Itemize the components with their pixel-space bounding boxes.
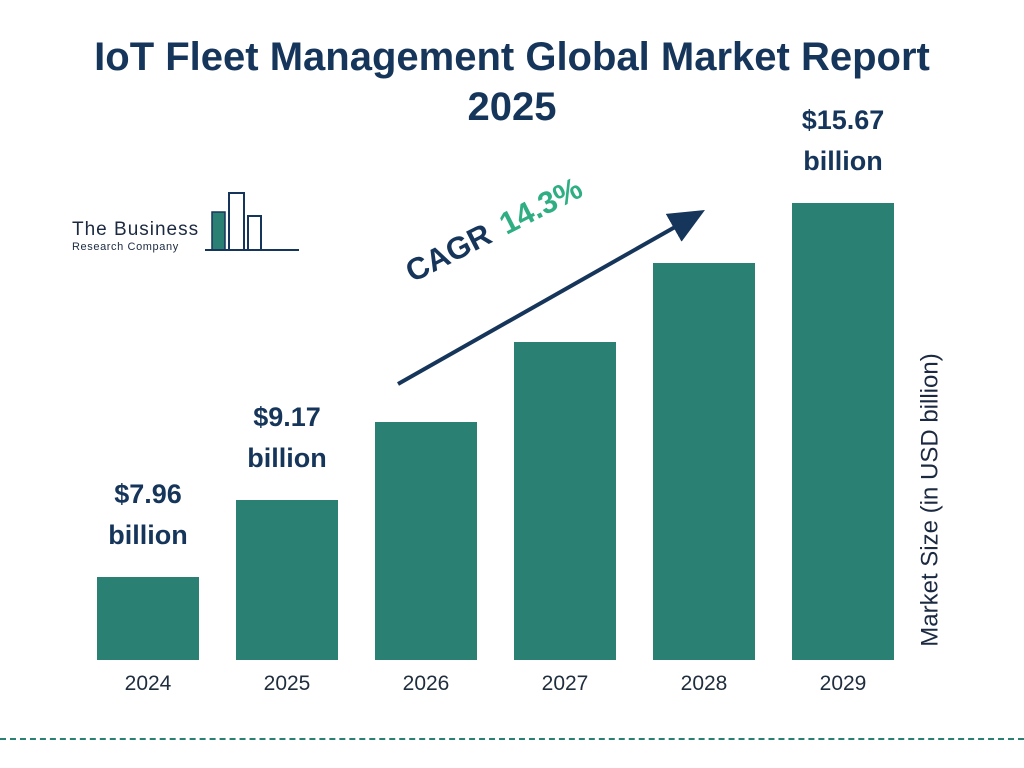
x-axis-label-2028: 2028	[680, 672, 728, 695]
bar-value-label-line: billion	[108, 519, 188, 550]
bar-value-label-line: $9.17	[253, 402, 321, 432]
x-axis-label-2026: 2026	[402, 672, 450, 695]
page-title-line1: IoT Fleet Management Global Market Repor…	[94, 35, 930, 79]
page-title: IoT Fleet Management Global Market Repor…	[0, 32, 1024, 132]
bar-value-label-line: billion	[803, 145, 883, 176]
logo-bars-icon	[205, 188, 301, 259]
dashed-separator	[0, 738, 1024, 740]
bar-value-label-2024: $7.96 billion	[108, 474, 187, 555]
x-axis-label-2027: 2027	[541, 672, 589, 695]
bar-column-2028: 2028	[653, 100, 755, 695]
bar-2027	[514, 342, 616, 660]
bar-2024	[97, 577, 199, 660]
company-logo-text: The Business Research Company	[72, 219, 199, 259]
bar-chart: $7.96 billion 2024 $9.17 billion 2025 2026 2027…	[97, 100, 894, 695]
page-title-line2: 2025	[467, 85, 557, 129]
bar-value-label-2029: $15.67 billion	[802, 100, 885, 181]
bar-2026	[375, 422, 477, 660]
x-axis-label-2025: 2025	[263, 672, 311, 695]
bar-column-2025: $9.17 billion 2025	[236, 100, 338, 695]
bar-value-label-line: $15.67	[801, 105, 885, 135]
bar-2025	[236, 500, 338, 660]
bar-value-label-line: $7.96	[114, 479, 182, 509]
bar-value-label-line: billion	[247, 442, 327, 473]
company-logo-subtitle: Research Company	[72, 241, 179, 253]
x-axis-label-2029: 2029	[819, 672, 867, 695]
bar-column-2024: $7.96 billion 2024	[97, 100, 199, 695]
y-axis-label: Market Size (in USD billion)	[916, 353, 944, 647]
bar-column-2026: 2026	[375, 100, 477, 695]
x-axis-label-2024: 2024	[124, 672, 172, 695]
bar-2029	[792, 203, 894, 660]
company-logo-name: The Business	[72, 219, 200, 240]
bar-value-label-2025: $9.17 billion	[247, 397, 326, 478]
bar-2028	[653, 263, 755, 660]
bar-column-2029: $15.67 billion 2029	[792, 100, 894, 695]
bar-column-2027: 2027	[514, 100, 616, 695]
company-logo: The Business Research Company	[72, 188, 301, 259]
